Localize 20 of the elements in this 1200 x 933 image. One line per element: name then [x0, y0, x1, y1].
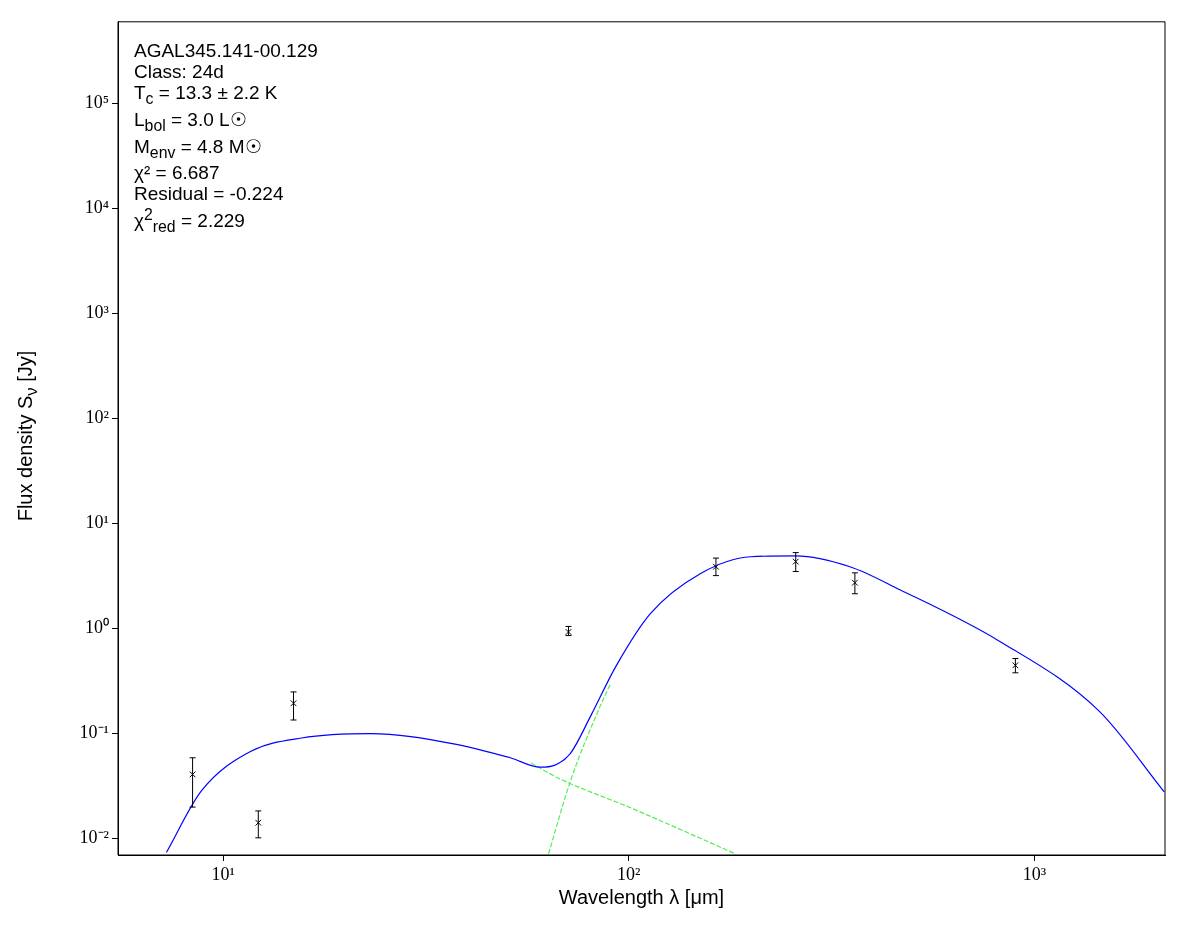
annotation: Residual = -0.224: [134, 183, 285, 205]
y-tick-label: 10⁻¹: [79, 722, 109, 743]
annotation: Class: 24d: [134, 61, 225, 82]
x-tick-label: 10¹: [211, 863, 235, 884]
x-axis-title: Wavelength λ [μm]: [557, 886, 726, 909]
annotation: M$_{env}$ = 4.8 M☉: [134, 135, 263, 163]
x-tick-label: 10³: [1022, 863, 1047, 884]
y-tick-label: 10¹: [85, 512, 109, 533]
y-tick-label: 10⁻²: [79, 827, 109, 848]
y-tick-label: 10⁵: [84, 92, 109, 113]
annotation: χ$^{2}$$_{red}$ = 2.229: [134, 205, 246, 238]
y-tick-label: 10⁴: [84, 197, 109, 218]
y-tick-label: 10³: [85, 302, 110, 323]
y-tick-label: 10²: [85, 407, 109, 428]
y-tick-label: 10⁰: [85, 617, 109, 638]
x-tick-label: 10²: [617, 863, 641, 884]
annotation: χ² = 6.687: [134, 162, 221, 184]
annotation: L$_{bol}$ = 3.0 L☉: [134, 108, 248, 136]
annotation: AGAL345.141-00.129: [134, 40, 318, 61]
annotation: T$_{c}$ = 13.3 ± 2.2 K: [134, 82, 279, 109]
